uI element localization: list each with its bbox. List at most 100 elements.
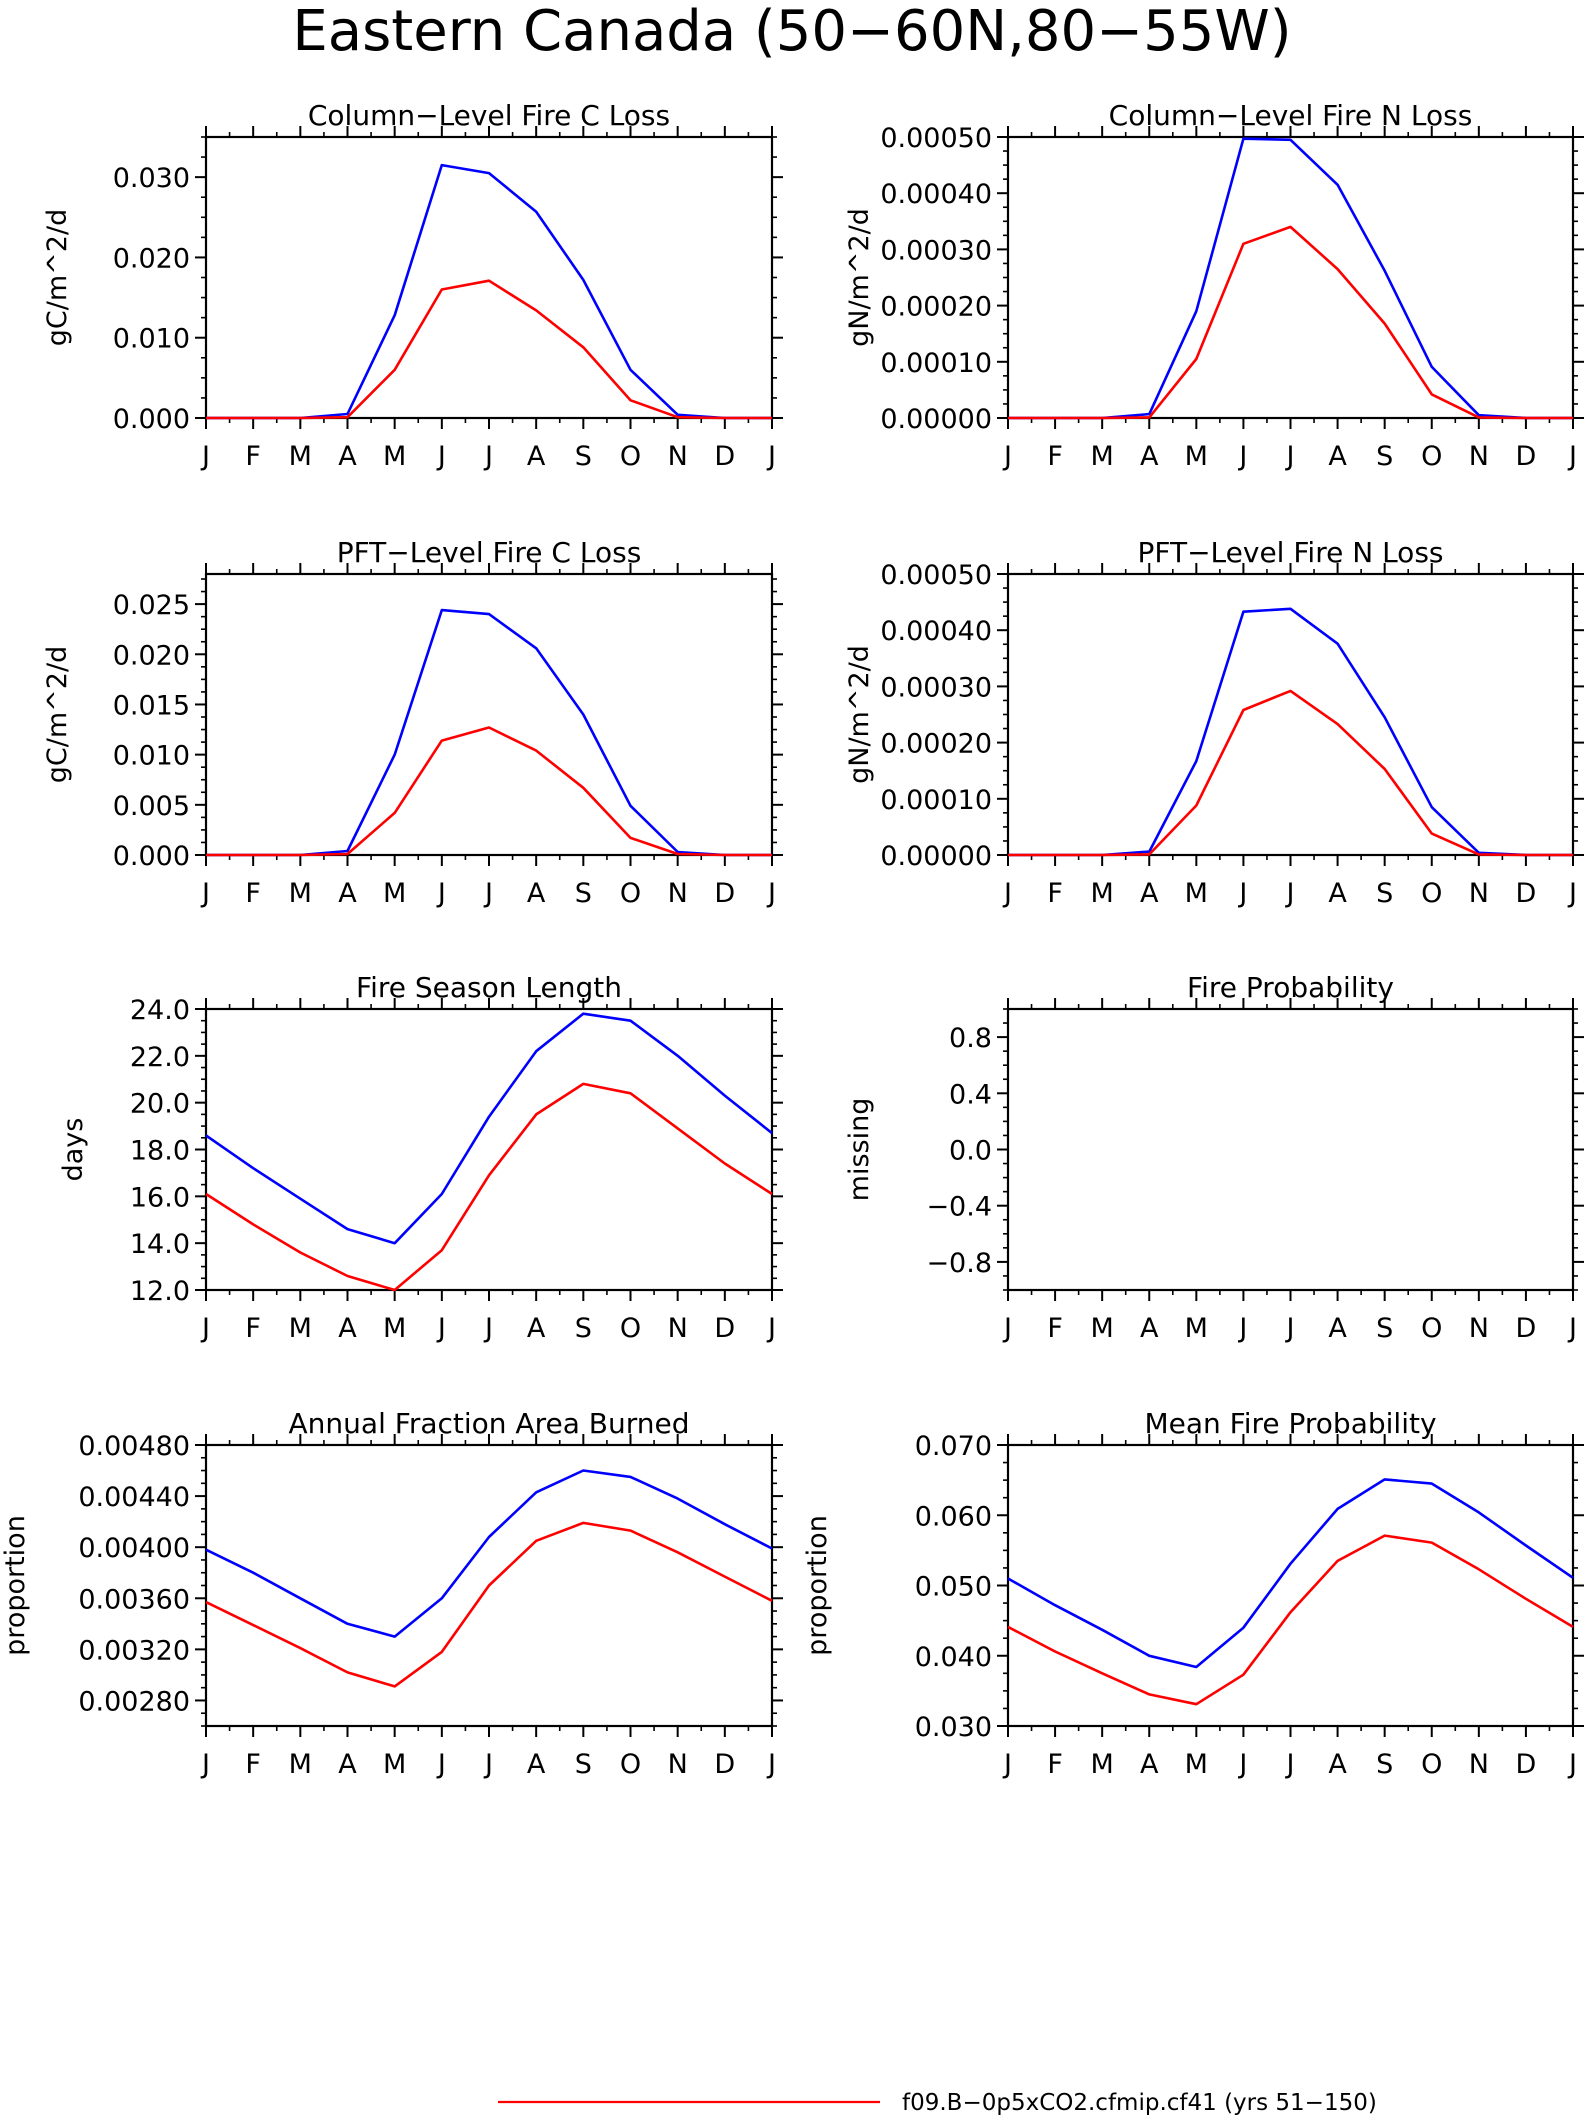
x-tick-label: M (1091, 878, 1114, 909)
series-line-2 (205, 1082, 773, 1292)
x-tick-label: M (289, 878, 312, 909)
x-tick-label: M (289, 441, 312, 472)
x-tick-label: A (527, 1313, 546, 1344)
y-tick-label: 0.00050 (880, 123, 992, 154)
x-tick-label: D (714, 441, 735, 472)
y-axis-label: proportion (802, 1515, 833, 1656)
x-tick-label: A (527, 1749, 546, 1780)
x-tick-label: J (1567, 878, 1577, 909)
plot-frame (204, 572, 774, 857)
x-tick-label: A (1140, 878, 1159, 909)
x-tick-label: J (1567, 441, 1577, 472)
y-tick-label: 0.060 (915, 1501, 992, 1532)
x-tick-label: J (766, 1749, 776, 1780)
x-tick-label: O (1421, 1313, 1442, 1344)
x-tick-label: A (1140, 1749, 1159, 1780)
y-tick-label: 0.00280 (78, 1686, 190, 1717)
x-tick-label: N (1469, 441, 1489, 472)
x-tick-label: J (1285, 1313, 1295, 1344)
y-axis-label: gC/m^2/d (42, 209, 73, 346)
y-tick-label: 0.00320 (78, 1635, 190, 1666)
x-tick-label: J (1567, 1313, 1577, 1344)
legend: f09.B−0p5xCO2.cfmip.cf41 (yrs 51−150) (498, 2090, 1377, 2116)
y-axis-label: missing (844, 1098, 875, 1202)
y-tick-label: 0.00440 (78, 1482, 190, 1513)
y-tick-label: 0.020 (113, 640, 190, 671)
y-tick-label: 0.00000 (880, 841, 992, 872)
x-tick-label: J (1567, 1749, 1577, 1780)
series-line-1 (205, 1469, 773, 1638)
y-tick-label: 20.0 (130, 1089, 190, 1120)
x-tick-label: N (668, 1749, 688, 1780)
x-tick-label: F (1047, 1749, 1063, 1780)
x-tick-label: J (766, 441, 776, 472)
x-tick-label: S (575, 1749, 592, 1780)
x-tick-label: N (1469, 878, 1489, 909)
y-tick-label: 0.050 (915, 1572, 992, 1603)
x-tick-label: M (1091, 441, 1114, 472)
x-tick-label: S (1376, 1313, 1393, 1344)
x-tick-label: A (1328, 1313, 1347, 1344)
x-tick-label: M (1185, 1749, 1208, 1780)
x-tick-label: F (1047, 441, 1063, 472)
y-tick-label: 0.8 (949, 1023, 992, 1054)
x-tick-label: D (1516, 1313, 1537, 1344)
x-tick-label: M (383, 878, 406, 909)
x-tick-label: D (714, 1313, 735, 1344)
x-tick-label: J (436, 1749, 446, 1780)
y-tick-label: 18.0 (130, 1136, 190, 1167)
x-tick-label: D (1516, 1749, 1537, 1780)
plot-frame (1006, 572, 1575, 857)
x-tick-label: J (436, 441, 446, 472)
x-tick-label: M (1185, 1313, 1208, 1344)
y-tick-label: 0.030 (915, 1712, 992, 1743)
x-tick-label: J (1002, 1749, 1012, 1780)
x-tick-label: D (714, 1749, 735, 1780)
y-tick-label: 0.00010 (880, 785, 992, 816)
y-tick-label: 0.030 (113, 163, 190, 194)
x-tick-label: J (200, 1313, 210, 1344)
y-tick-label: 0.005 (113, 791, 190, 822)
plot-frame (1006, 1443, 1575, 1728)
y-tick-label: 0.00030 (880, 672, 992, 703)
x-tick-label: M (383, 1313, 406, 1344)
y-tick-label: 0.00030 (880, 235, 992, 266)
x-tick-label: M (1091, 1313, 1114, 1344)
x-tick-label: O (620, 441, 641, 472)
x-tick-label: J (1237, 1313, 1247, 1344)
y-tick-label: 0.020 (113, 243, 190, 274)
x-tick-label: N (668, 441, 688, 472)
x-tick-label: J (1285, 441, 1295, 472)
x-tick-label: J (200, 878, 210, 909)
series-line-1 (1007, 1478, 1574, 1669)
x-tick-label: J (1285, 1749, 1295, 1780)
x-tick-label: J (1002, 441, 1012, 472)
x-tick-label: M (1185, 441, 1208, 472)
x-tick-label: M (1185, 878, 1208, 909)
x-tick-label: M (289, 1749, 312, 1780)
y-tick-label: 0.000 (113, 841, 190, 872)
x-tick-label: A (527, 878, 546, 909)
x-tick-label: M (289, 1313, 312, 1344)
y-tick-label: 0.025 (113, 590, 190, 621)
x-tick-label: S (575, 441, 592, 472)
x-tick-label: J (436, 1313, 446, 1344)
x-tick-label: J (1237, 1749, 1247, 1780)
x-tick-label: S (1376, 878, 1393, 909)
x-tick-label: A (338, 441, 357, 472)
series-line-1 (1008, 607, 1573, 857)
series-line-2 (1008, 225, 1573, 420)
x-tick-label: J (483, 1313, 493, 1344)
y-tick-label: 14.0 (130, 1229, 190, 1260)
y-tick-label: 0.00050 (880, 560, 992, 591)
y-tick-label: 12.0 (130, 1276, 190, 1307)
series-line-2 (206, 279, 772, 420)
x-tick-label: A (1328, 441, 1347, 472)
x-tick-label: F (245, 1749, 261, 1780)
x-tick-label: N (668, 878, 688, 909)
y-tick-label: 0.010 (113, 324, 190, 355)
